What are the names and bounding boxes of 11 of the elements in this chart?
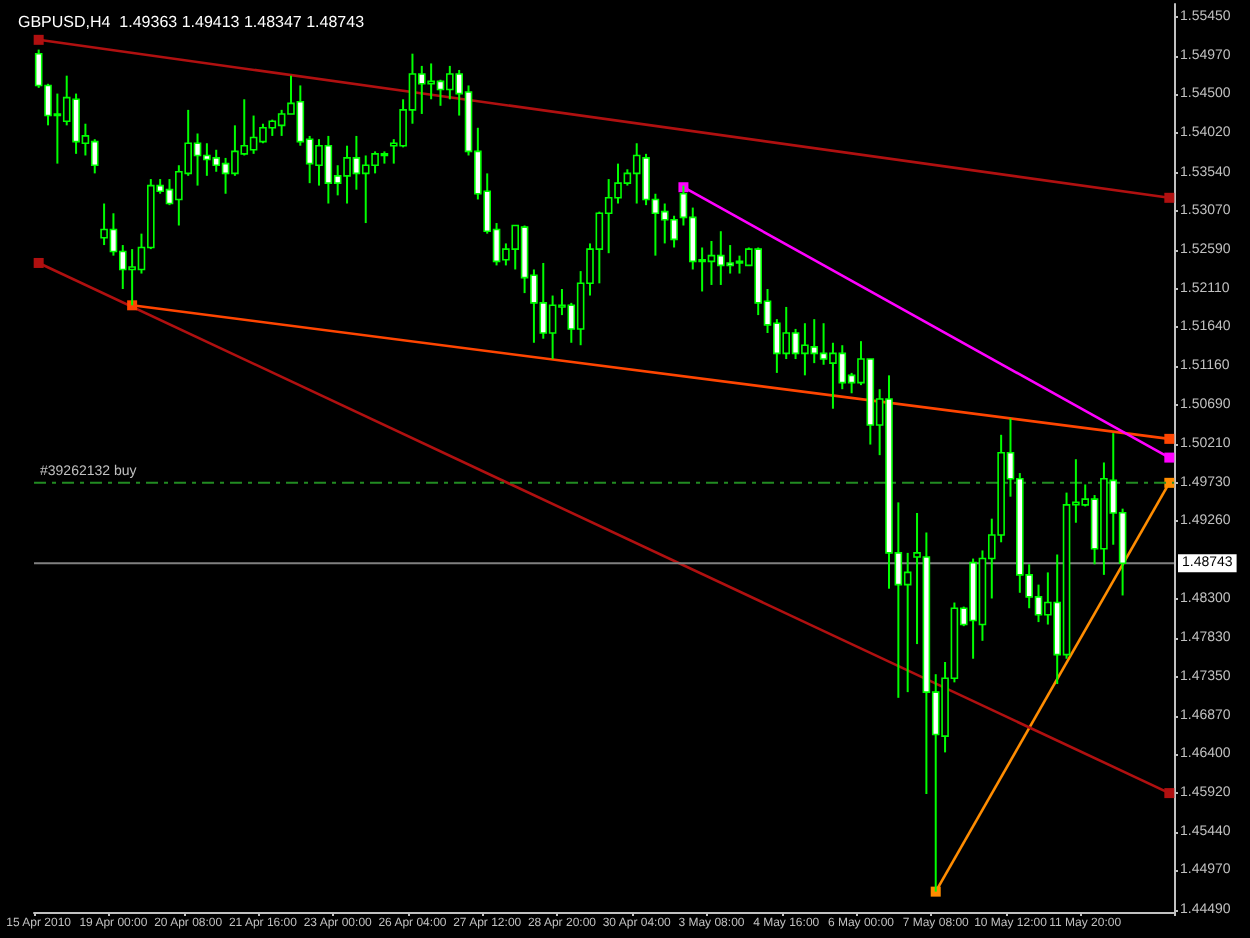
candlestick: [90, 138, 99, 175]
text: GBPUSD,H4 1.49363 1.49413 1.48347 1.48743: [18, 13, 366, 31]
point: [930, 886, 941, 897]
point: [33, 34, 44, 45]
point: [1164, 788, 1175, 799]
point: [1164, 477, 1175, 488]
point: [33, 257, 44, 268]
point: [1164, 433, 1175, 444]
point: [1164, 192, 1175, 203]
point: [1164, 452, 1175, 463]
point: [127, 300, 138, 311]
